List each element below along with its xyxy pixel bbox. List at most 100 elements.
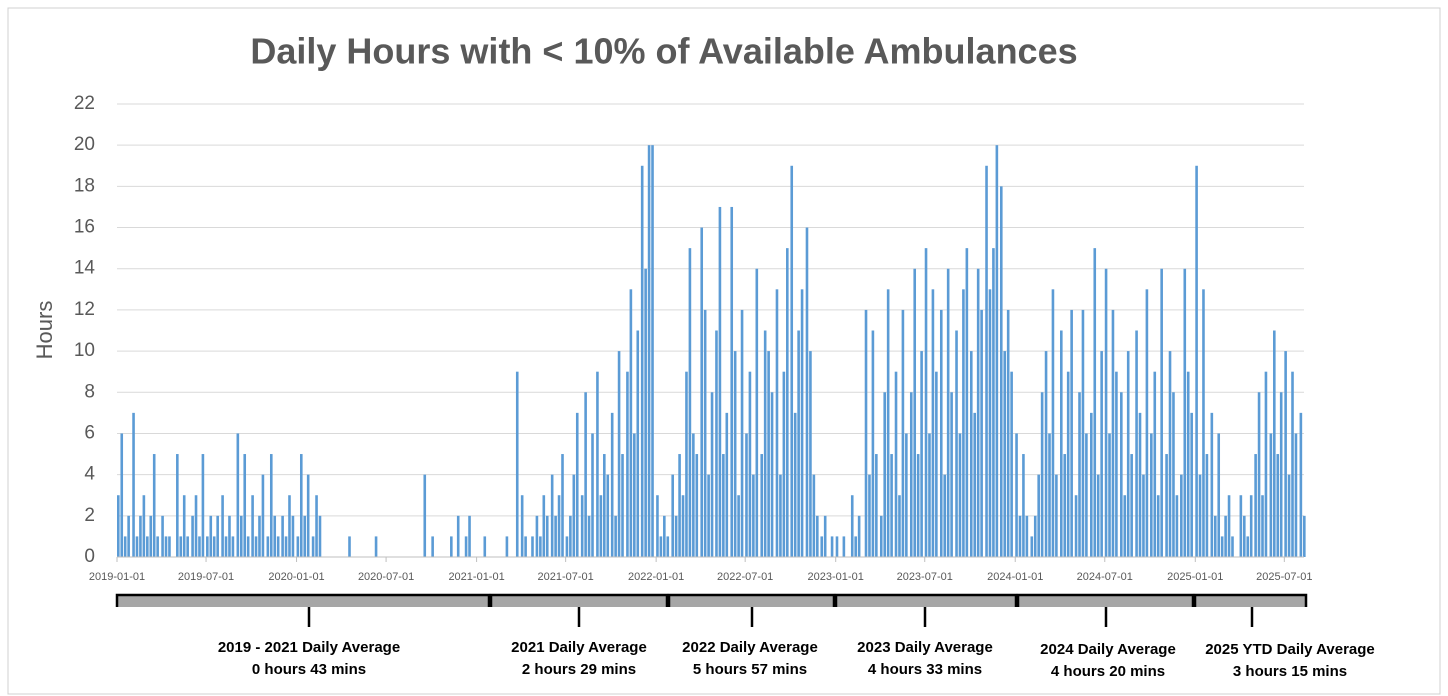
bar [1022,454,1025,557]
bar [797,330,800,557]
bar [542,495,546,557]
bar [520,495,524,557]
bar [212,536,216,557]
bar [779,474,782,557]
x-tick-label: 2023-01-01 [808,571,864,583]
bar [674,515,678,557]
bar [1156,495,1160,557]
bar [985,165,988,558]
bar [450,536,453,557]
bar [1172,392,1175,557]
bar [752,474,755,557]
y-tick-label: 16 [74,217,95,238]
bar [550,474,554,557]
bar [875,454,878,557]
bar [201,454,205,557]
bar [1168,351,1172,557]
bar [569,515,572,557]
bar [700,227,704,557]
bar [1030,536,1034,557]
bar [1160,268,1163,557]
annotation: 5 hours 57 mins [693,661,807,678]
bar [1299,412,1303,557]
bar [161,515,164,557]
bar [890,454,893,557]
bar [1246,536,1250,557]
bar [886,289,890,557]
bar [763,330,767,557]
bar [1063,454,1067,557]
bar [1205,454,1209,557]
bar [644,268,647,557]
y-tick-label: 8 [84,381,95,402]
bar [715,330,718,557]
bar [928,433,931,557]
bar [515,371,519,557]
bar [269,454,273,557]
bar [299,454,303,557]
bar [809,351,812,557]
bar [871,330,875,557]
bar [1111,309,1115,557]
x-tick-label: 2021-01-01 [448,571,504,583]
bar [545,515,549,557]
bar [1115,371,1118,557]
bar [1108,433,1111,557]
bar [554,515,557,557]
bar [348,536,351,557]
bar [315,495,318,557]
bar [311,536,315,557]
bar [276,536,280,557]
bar [617,351,621,557]
y-tick-label: 4 [84,464,95,485]
bar [456,515,460,557]
bar [718,206,722,558]
bar [580,495,584,557]
y-axis-label: Hours [32,301,57,360]
bar [722,454,725,557]
bar [1003,351,1007,557]
x-tick-label: 2020-01-01 [268,571,324,583]
bar [1135,330,1138,557]
bar [1120,392,1123,557]
x-tick-label: 2022-07-01 [717,571,773,583]
y-tick-label: 12 [74,299,95,320]
bar [868,474,871,557]
bar [790,165,794,558]
bar [1190,412,1193,557]
bar [707,474,710,557]
bar [1224,515,1227,557]
bar [1180,474,1183,557]
bar [557,495,561,557]
annotation: 4 hours 33 mins [868,661,982,678]
bar [505,536,509,557]
bar [182,495,186,557]
bar [681,495,685,557]
bar [748,371,752,557]
bar [423,474,427,557]
bracket [667,593,836,607]
bar [1165,454,1168,557]
bar [830,536,834,557]
bar [965,248,969,558]
bar [176,454,179,557]
y-tick-label: 20 [74,134,95,155]
bar [146,536,149,557]
bar [730,206,734,558]
bar [610,412,614,557]
bar [898,495,901,557]
bar [1239,495,1243,557]
bar [587,515,591,557]
bar [599,495,603,557]
bar [1123,495,1127,557]
bar [1291,371,1294,557]
bar [823,515,827,557]
bar [725,412,729,557]
bar [1145,289,1149,557]
bar [733,351,737,557]
annotation: 2024 Daily Average [1040,641,1176,658]
annotation: 3 hours 15 mins [1233,663,1347,680]
annotation: 2025 YTD Daily Average [1205,641,1375,658]
annotation: 4 hours 20 mins [1051,663,1165,680]
bar [216,515,219,557]
